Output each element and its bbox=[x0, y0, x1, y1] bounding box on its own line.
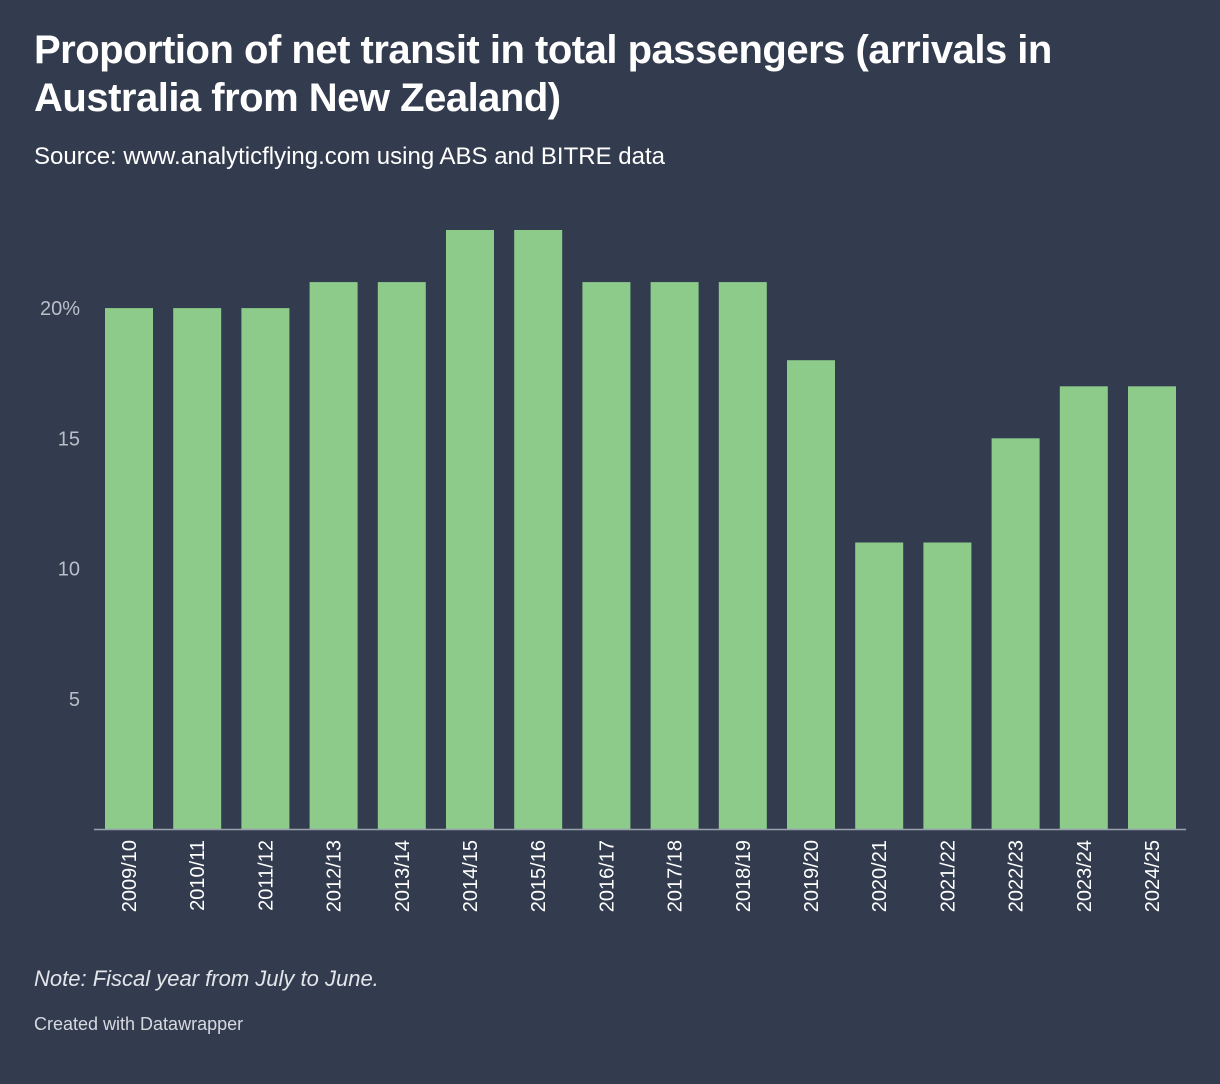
x-tick-label: 2012/13 bbox=[324, 840, 346, 912]
bar-2013-14 bbox=[377, 282, 426, 830]
bar-2019-20 bbox=[787, 360, 835, 829]
x-tick-label: 2022/23 bbox=[1006, 840, 1028, 912]
x-axis-labels: 2009/10 2010/11 2011/12 2012/13 2013/14 2014/… bbox=[119, 840, 1164, 912]
x-tick-label: 2014/15 bbox=[460, 840, 482, 912]
bar-2009-10 bbox=[105, 308, 153, 830]
chart-subtitle: Source: www.analyticflying.com using ABS… bbox=[34, 143, 665, 170]
x-tick-label: 2013/14 bbox=[392, 840, 414, 912]
chart-title: Proportion of net transit in total passe… bbox=[34, 28, 1052, 120]
bar-2021-22 bbox=[923, 542, 972, 829]
bar-2014-15 bbox=[446, 230, 494, 829]
x-tick-label: 2024/25 bbox=[1142, 840, 1164, 912]
x-tick-label: 2015/16 bbox=[528, 840, 550, 912]
x-tick-label: 2023/24 bbox=[1074, 840, 1096, 912]
bar-2010-11 bbox=[173, 308, 222, 830]
x-tick-label: 2017/18 bbox=[665, 840, 687, 912]
x-tick-label: 2011/12 bbox=[255, 840, 277, 911]
x-tick-label: 2018/19 bbox=[733, 840, 755, 912]
bar-2016-17 bbox=[582, 282, 631, 830]
chart-credit: Created with Datawrapper bbox=[34, 1014, 244, 1034]
bar-2015-16 bbox=[514, 230, 563, 829]
y-tick-label: 10 bbox=[58, 559, 80, 581]
x-tick-label: 2019/20 bbox=[801, 840, 823, 912]
y-tick-label: 20% bbox=[40, 298, 80, 320]
bars-group bbox=[105, 230, 1176, 830]
y-axis-ticks: 5 10 15 20% bbox=[40, 298, 80, 711]
bar-2011-12 bbox=[241, 308, 290, 830]
bar-2023-24 bbox=[1059, 386, 1108, 829]
x-tick-label: 2009/10 bbox=[119, 840, 141, 912]
bar-2017-18 bbox=[650, 282, 699, 830]
x-tick-label: 2016/17 bbox=[596, 840, 618, 912]
chart-note: Note: Fiscal year from July to June. bbox=[34, 966, 379, 991]
bar-2020-21 bbox=[855, 542, 904, 829]
bar-2022-23 bbox=[991, 438, 1040, 829]
x-tick-label: 2021/22 bbox=[937, 840, 959, 912]
y-tick-label: 5 bbox=[69, 689, 80, 711]
x-tick-label: 2020/21 bbox=[869, 840, 891, 912]
bar-chart: 5 10 15 20% 2009/10 2010/11 2011/12 2012/13 201… bbox=[40, 230, 1186, 912]
bar-2018-19 bbox=[718, 282, 767, 830]
bar-2012-13 bbox=[309, 282, 358, 830]
x-tick-label: 2010/11 bbox=[187, 840, 209, 911]
bar-2024-25 bbox=[1128, 386, 1176, 829]
y-tick-label: 15 bbox=[58, 428, 80, 450]
